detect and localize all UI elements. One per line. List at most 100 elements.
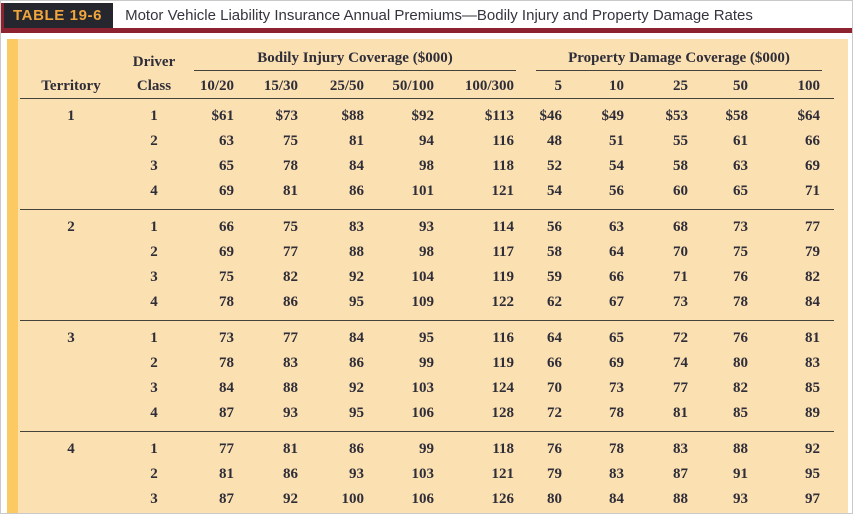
premium-cell: 91 [638,512,702,513]
premium-cell: $49 [601,108,625,124]
premium-row: 1 1 $61 $73 $88 $92 $113 $46 $49 $53 $58 $64 [20,99,834,130]
premium-cell: 76 [733,330,748,346]
premium-cell: 121 [448,179,528,210]
territory-cell [20,290,122,321]
territory-cell: 2 [67,219,75,235]
premium-cell: 48 [547,133,562,149]
premium-cell: 81 [805,330,820,346]
premium-cell: 76 [547,441,562,457]
premium-cell: 65 [609,330,624,346]
premium-cell: 69 [186,179,248,210]
premium-cell: 70 [547,380,562,396]
premium-cell: 84 [609,491,624,507]
bi-column-header-25-50: 25/50 [312,71,378,99]
premium-cell: 121 [491,466,515,482]
premium-cell: 63 [733,158,748,174]
table-header-bar: TABLE 19-6 Motor Vehicle Liability Insur… [1,3,852,28]
premium-cell: 93 [419,219,434,235]
premiums-table: Driver Bodily Injury Coverage ($000) Pro… [20,44,834,513]
premium-cell: 86 [283,466,298,482]
premium-row: 2 78 83 86 99 119 66 69 74 80 83 [20,351,834,376]
bodily-injury-group-label: Bodily Injury Coverage ($000) [194,50,516,71]
premium-cell: 75 [733,244,748,260]
bi-column-header-10-20: 10/20 [186,71,248,99]
premium-cell: 80 [547,491,562,507]
premium-cell: 75 [283,219,298,235]
table-surface: Driver Bodily Injury Coverage ($000) Pro… [18,39,848,513]
premium-cell: 78 [609,441,624,457]
premium-cell: 86 [576,512,638,513]
premium-cell: 118 [492,441,514,457]
premium-cell: 99 [419,441,434,457]
premium-cell: 95 [312,401,378,432]
premium-cell: 103 [312,512,378,513]
premium-cell: 118 [492,158,514,174]
premium-row: 2 81 86 93 103 121 79 83 87 91 95 [20,462,834,487]
premium-cell: 92 [349,380,364,396]
territory-cell [20,487,122,512]
premium-row: 3 87 92 100 106 126 80 84 88 93 97 [20,487,834,512]
premium-cell: $92 [411,108,435,124]
territory-cell [20,512,122,513]
premium-cell: 84 [349,330,364,346]
premium-cell: 69 [219,244,234,260]
territory-cell: 4 [67,441,75,457]
premium-cell: 83 [805,355,820,371]
bi-column-header-15-30: 15/30 [248,71,312,99]
territory-group: 2 1 66 75 83 93 114 56 63 68 73 77 2 69 77 88 98 117 58 64 7… [20,210,834,321]
premium-cell: 92 [805,441,820,457]
premium-cell: 126 [491,491,515,507]
premium-cell: 81 [283,441,298,457]
premium-cell: 58 [673,158,688,174]
premium-cell: 69 [805,158,820,174]
premium-cell: 93 [248,401,312,432]
territory-cell [20,179,122,210]
territory-cell [20,401,122,432]
driver-class-cell: 2 [150,355,158,371]
premium-row: 4 69 81 86 101 121 54 56 60 65 71 [20,179,834,210]
premium-cell: 83 [609,466,624,482]
premium-cell: 77 [219,441,234,457]
driver-class-cell: 2 [150,466,158,482]
premium-cell: 73 [638,290,702,321]
driver-header-line1: Driver [132,54,176,70]
driver-class-cell: 2 [150,244,158,260]
premium-cell: 86 [312,179,378,210]
premium-cell: 77 [283,244,298,260]
premium-cell: 61 [733,133,748,149]
territory-cell [20,376,122,401]
premium-cell: 106 [378,401,448,432]
premium-cell: $61 [211,108,235,124]
premium-cell: 87 [673,466,688,482]
premium-cell: 97 [805,491,820,507]
premium-cell: 93 [733,491,748,507]
premium-cell: 80 [733,355,748,371]
territory-cell [20,462,122,487]
premium-cell: 101 [378,179,448,210]
class-column-header: Class [122,71,186,99]
territory-cell [20,265,122,290]
pd-column-header-25: 25 [638,71,702,99]
premium-cell: 77 [805,219,820,235]
premium-cell: 78 [576,401,638,432]
premium-cell: 124 [491,380,515,396]
premium-cell: 82 [283,269,298,285]
bi-column-header-50-100: 50/100 [378,71,448,99]
driver-class-cell: 1 [150,219,158,235]
premium-cell: 111 [378,512,448,513]
premium-cell: 55 [673,133,688,149]
premium-row: 3 75 82 92 104 119 59 66 71 76 82 [20,265,834,290]
driver-class-cell: 1 [150,441,158,457]
premium-cell: 81 [248,179,312,210]
premium-cell: 106 [411,491,435,507]
group-header-row: Driver Bodily Injury Coverage ($000) Pro… [20,44,834,71]
premium-cell: $73 [275,108,299,124]
premium-cell: 70 [673,244,688,260]
premium-cell: 90 [186,512,248,513]
premium-row: 3 65 78 84 98 118 52 54 58 63 69 [20,154,834,179]
premium-cell: 64 [609,244,624,260]
premium-cell: 65 [219,158,234,174]
premium-cell: 56 [547,219,562,235]
pd-column-header-5: 5 [528,71,576,99]
premium-cell: 63 [609,219,624,235]
